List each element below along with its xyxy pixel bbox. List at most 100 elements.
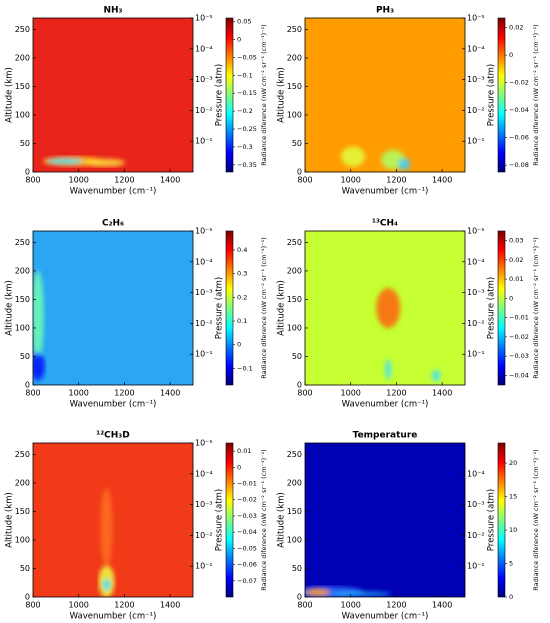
colorbar-tick-label: 0.05 — [237, 18, 251, 26]
y-tick-label: 0 — [25, 381, 30, 390]
y-tick-label: 50 — [292, 564, 302, 573]
x-tick-label: 800 — [297, 389, 312, 398]
heatmap-feature — [376, 288, 401, 328]
colorbar — [225, 17, 234, 173]
y-tick-label: 0 — [25, 168, 30, 177]
colorbar-tick-label: −0.07 — [237, 577, 257, 585]
colorbar-tick-label: 0 — [237, 341, 241, 349]
y-tick-label: 200 — [287, 266, 302, 275]
colorbar-tick-label: 0 — [509, 51, 513, 59]
colorbar-tick-label: −0.01 — [509, 314, 529, 322]
y-tick-label: 150 — [287, 507, 302, 516]
heatmap-feature — [331, 591, 391, 596]
x-axis-label: Wavenumber (cm⁻¹) — [342, 400, 429, 410]
plot-frame — [304, 442, 466, 598]
y2-tick-label: 10⁻² — [467, 106, 485, 115]
y2-axis-label: Pressure (atm) — [487, 64, 497, 126]
y2-tick-label: 10⁻⁵ — [467, 227, 485, 236]
y2-axis-label: Pressure (atm) — [215, 489, 225, 551]
y2-tick-label: 10⁻¹ — [195, 137, 213, 146]
y2-tick-label: 10⁻² — [467, 531, 485, 540]
heatmap-background — [33, 443, 193, 597]
x-axis-label: Wavenumber (cm⁻¹) — [70, 400, 157, 410]
y2-tick-label: 10⁻¹ — [467, 137, 485, 146]
y2-axis-label: Pressure (atm) — [215, 64, 225, 126]
x-tick-label: 800 — [25, 389, 40, 398]
colorbar-tick-label: −0.04 — [509, 371, 529, 379]
plot-frame — [32, 442, 194, 598]
y2-tick-label: 10⁻² — [195, 319, 213, 328]
x-tick-label: 1400 — [160, 601, 180, 610]
colorbar-tick-label: 0.2 — [237, 293, 247, 301]
colorbar-tick-label: −0.04 — [509, 106, 529, 114]
y2-tick-label: 10⁻² — [195, 531, 213, 540]
x-tick-label: 1400 — [160, 176, 180, 185]
x-tick-label: 1200 — [386, 176, 406, 185]
y2-tick-label: 10⁻⁴ — [195, 469, 213, 478]
y-axis-label: Altitude (km) — [277, 492, 287, 548]
colorbar — [497, 230, 506, 386]
x-tick-label: 800 — [25, 601, 40, 610]
colorbar-tick-label: −0.04 — [237, 528, 257, 536]
colorbar — [225, 230, 234, 386]
y-tick-label: 200 — [15, 266, 30, 275]
y-tick-label: 250 — [287, 25, 302, 34]
colorbar-tick-label: −0.1 — [237, 71, 253, 79]
colorbar-tick-label: −0.1 — [237, 364, 253, 372]
y2-tick-label: 10⁻² — [195, 106, 213, 115]
colorbar-tick-label: 0.02 — [509, 256, 523, 264]
y-tick-label: 250 — [15, 238, 30, 247]
colorbar-tick-label: −0.15 — [237, 89, 257, 97]
heatmap-background — [305, 443, 465, 597]
colorbar-tick-label: −0.05 — [237, 53, 257, 61]
x-tick-label: 1200 — [386, 601, 406, 610]
y-tick-label: 0 — [297, 168, 302, 177]
panel-title: ¹²CH₃D — [96, 431, 129, 441]
y-tick-label: 50 — [292, 139, 302, 148]
colorbar-tick-label: −0.02 — [509, 333, 529, 341]
plot-frame — [304, 230, 466, 386]
y2-tick-label: 10⁻⁵ — [195, 14, 213, 23]
x-tick-label: 800 — [297, 176, 312, 185]
y-tick-label: 150 — [15, 82, 30, 91]
y2-tick-label: 10⁻⁴ — [467, 44, 485, 53]
colorbar-tick-label: 0 — [237, 35, 241, 43]
x-tick-label: 1400 — [432, 601, 452, 610]
colorbar-tick-label: 0.01 — [237, 447, 251, 455]
y2-tick-label: 10⁻⁵ — [195, 439, 213, 448]
x-axis-label: Wavenumber (cm⁻¹) — [342, 187, 429, 197]
y2-tick-label: 10⁻¹ — [195, 350, 213, 359]
x-tick-label: 1400 — [160, 389, 180, 398]
y-tick-label: 250 — [287, 238, 302, 247]
y-tick-label: 100 — [287, 110, 302, 119]
y-tick-label: 50 — [20, 352, 30, 361]
heatmap-features — [98, 487, 115, 597]
x-tick-label: 1000 — [69, 389, 89, 398]
colorbar-tick-label: −0.35 — [237, 161, 257, 169]
x-tick-label: 800 — [25, 176, 40, 185]
y2-tick-label: 10⁻³ — [195, 288, 213, 297]
x-tick-label: 1200 — [386, 389, 406, 398]
panel-title: PH₃ — [376, 6, 394, 16]
x-tick-label: 1000 — [341, 601, 361, 610]
colorbar-label: Radiance diference (nW cm⁻² sr⁻¹ (cm⁻¹)⁻… — [532, 449, 540, 590]
y-tick-label: 250 — [15, 25, 30, 34]
x-tick-label: 1000 — [341, 389, 361, 398]
y2-tick-label: 10⁻¹ — [467, 562, 485, 571]
y-tick-label: 150 — [15, 295, 30, 304]
colorbar-tick-label: −0.02 — [237, 496, 257, 504]
colorbar — [225, 442, 234, 598]
colorbar-tick-label: 0.3 — [237, 270, 247, 278]
colorbar-tick-label: −0.01 — [237, 480, 257, 488]
heatmap-features — [43, 156, 125, 167]
heatmap-feature — [100, 487, 113, 568]
y-tick-label: 100 — [287, 323, 302, 332]
y2-axis-label: Pressure (atm) — [487, 489, 497, 551]
x-tick-label: 1200 — [114, 389, 134, 398]
x-axis-label: Wavenumber (cm⁻¹) — [342, 612, 429, 622]
y-tick-label: 150 — [287, 295, 302, 304]
colorbar-label: Radiance diference (nW cm⁻² sr⁻¹ (cm⁻¹)⁻… — [260, 237, 268, 378]
colorbar-tick-label: −0.2 — [237, 107, 253, 115]
x-tick-label: 1200 — [114, 601, 134, 610]
